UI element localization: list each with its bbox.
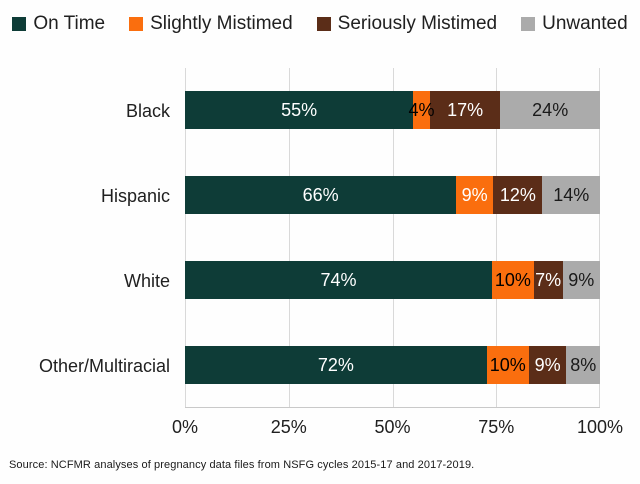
bar-segment-label: 7% bbox=[535, 269, 562, 290]
x-tick-50: 50% bbox=[374, 417, 411, 437]
x-tick-0: 0% bbox=[171, 417, 199, 437]
plot-area: 55% 4% 17% 24% 66% 9% 12% 14% 74% 10% 7%… bbox=[185, 68, 601, 408]
bar-segment-seriously-mistimed: 7% bbox=[533, 260, 563, 299]
legend-label: Seriously Mistimed bbox=[337, 13, 498, 34]
bar-segment-slightly-mistimed: 10% bbox=[486, 345, 529, 384]
gridline-0 bbox=[185, 68, 186, 407]
category-axis: Black Hispanic White Other/Multiracial bbox=[0, 68, 178, 408]
gridline-50 bbox=[392, 68, 394, 407]
bar-segment-unwanted: 14% bbox=[542, 176, 601, 215]
legend: On Time Slightly Mistimed Seriously Mist… bbox=[0, 13, 640, 35]
gridline-75 bbox=[496, 68, 498, 407]
bar-segment-label: 10% bbox=[489, 354, 526, 375]
bar-segment-label: 9% bbox=[568, 269, 595, 290]
x-tick-25: 25% bbox=[270, 417, 307, 437]
unwanted-swatch-icon bbox=[521, 17, 536, 31]
category-label-other-multiracial: Other/Multiracial bbox=[38, 355, 170, 376]
seriously-mistimed-swatch-icon bbox=[316, 17, 331, 31]
bar-segment-slightly-mistimed: 10% bbox=[492, 260, 534, 299]
bar-row-hispanic: 66% 9% 12% 14% bbox=[185, 176, 601, 215]
legend-label: Unwanted bbox=[542, 13, 628, 34]
bar-segment-seriously-mistimed: 17% bbox=[429, 91, 501, 130]
source-note: Source: NCFMR analyses of pregnancy data… bbox=[9, 459, 475, 471]
bar-segment-slightly-mistimed: 4% bbox=[409, 91, 435, 130]
bar-segment-seriously-mistimed: 9% bbox=[528, 345, 567, 384]
bar-segment-label: 72% bbox=[317, 354, 354, 375]
bar-segment-label: 9% bbox=[461, 185, 488, 206]
bar-segment-unwanted: 8% bbox=[566, 345, 600, 384]
bar-segment-label: 12% bbox=[499, 185, 536, 206]
on-time-swatch-icon bbox=[12, 17, 27, 31]
category-label-hispanic: Hispanic bbox=[100, 185, 170, 206]
slightly-mistimed-swatch-icon bbox=[129, 17, 144, 31]
legend-label: On Time bbox=[33, 13, 106, 34]
bar-row-other-multiracial: 72% 10% 9% 8% bbox=[185, 345, 600, 384]
bar-segment-on-time: 66% bbox=[185, 176, 457, 215]
legend-item-unwanted: Unwanted bbox=[521, 13, 628, 35]
bar-segment-label: 24% bbox=[532, 100, 569, 121]
category-label-black: Black bbox=[125, 100, 170, 121]
gridline-100 bbox=[599, 68, 600, 407]
legend-label: Slightly Mistimed bbox=[150, 13, 293, 34]
bar-row-black: 55% 4% 17% 24% bbox=[185, 91, 600, 130]
bar-segment-on-time: 74% bbox=[185, 260, 493, 299]
bar-segment-on-time: 72% bbox=[185, 345, 487, 384]
bar-segment-label: 8% bbox=[570, 354, 597, 375]
x-tick-100: 100% bbox=[576, 417, 624, 437]
bar-segment-label: 10% bbox=[494, 269, 531, 290]
bar-segment-label: 17% bbox=[447, 100, 484, 121]
category-label-white: White bbox=[123, 270, 170, 291]
bar-segment-label: 14% bbox=[553, 185, 590, 206]
bar-segment-on-time: 55% bbox=[185, 91, 414, 130]
x-tick-75: 75% bbox=[478, 417, 515, 437]
bar-segment-unwanted: 24% bbox=[500, 91, 600, 130]
bar-segment-seriously-mistimed: 12% bbox=[493, 176, 543, 215]
legend-item-slightly-mistimed: Slightly Mistimed bbox=[129, 13, 293, 35]
gridline-25 bbox=[288, 68, 290, 407]
bar-segment-label: 55% bbox=[281, 100, 318, 121]
bar-segment-label: 4% bbox=[408, 100, 435, 121]
bar-segment-label: 66% bbox=[302, 185, 339, 206]
x-axis: 0% 25% 50% 75% 100% bbox=[172, 417, 623, 441]
legend-item-on-time: On Time bbox=[12, 13, 105, 35]
bar-segment-unwanted: 9% bbox=[562, 260, 600, 299]
bar-row-white: 74% 10% 7% 9% bbox=[185, 260, 600, 299]
bar-segment-label: 9% bbox=[534, 354, 561, 375]
legend-item-seriously-mistimed: Seriously Mistimed bbox=[316, 13, 498, 35]
bar-segment-slightly-mistimed: 9% bbox=[456, 176, 494, 215]
bar-segment-label: 74% bbox=[320, 269, 357, 290]
